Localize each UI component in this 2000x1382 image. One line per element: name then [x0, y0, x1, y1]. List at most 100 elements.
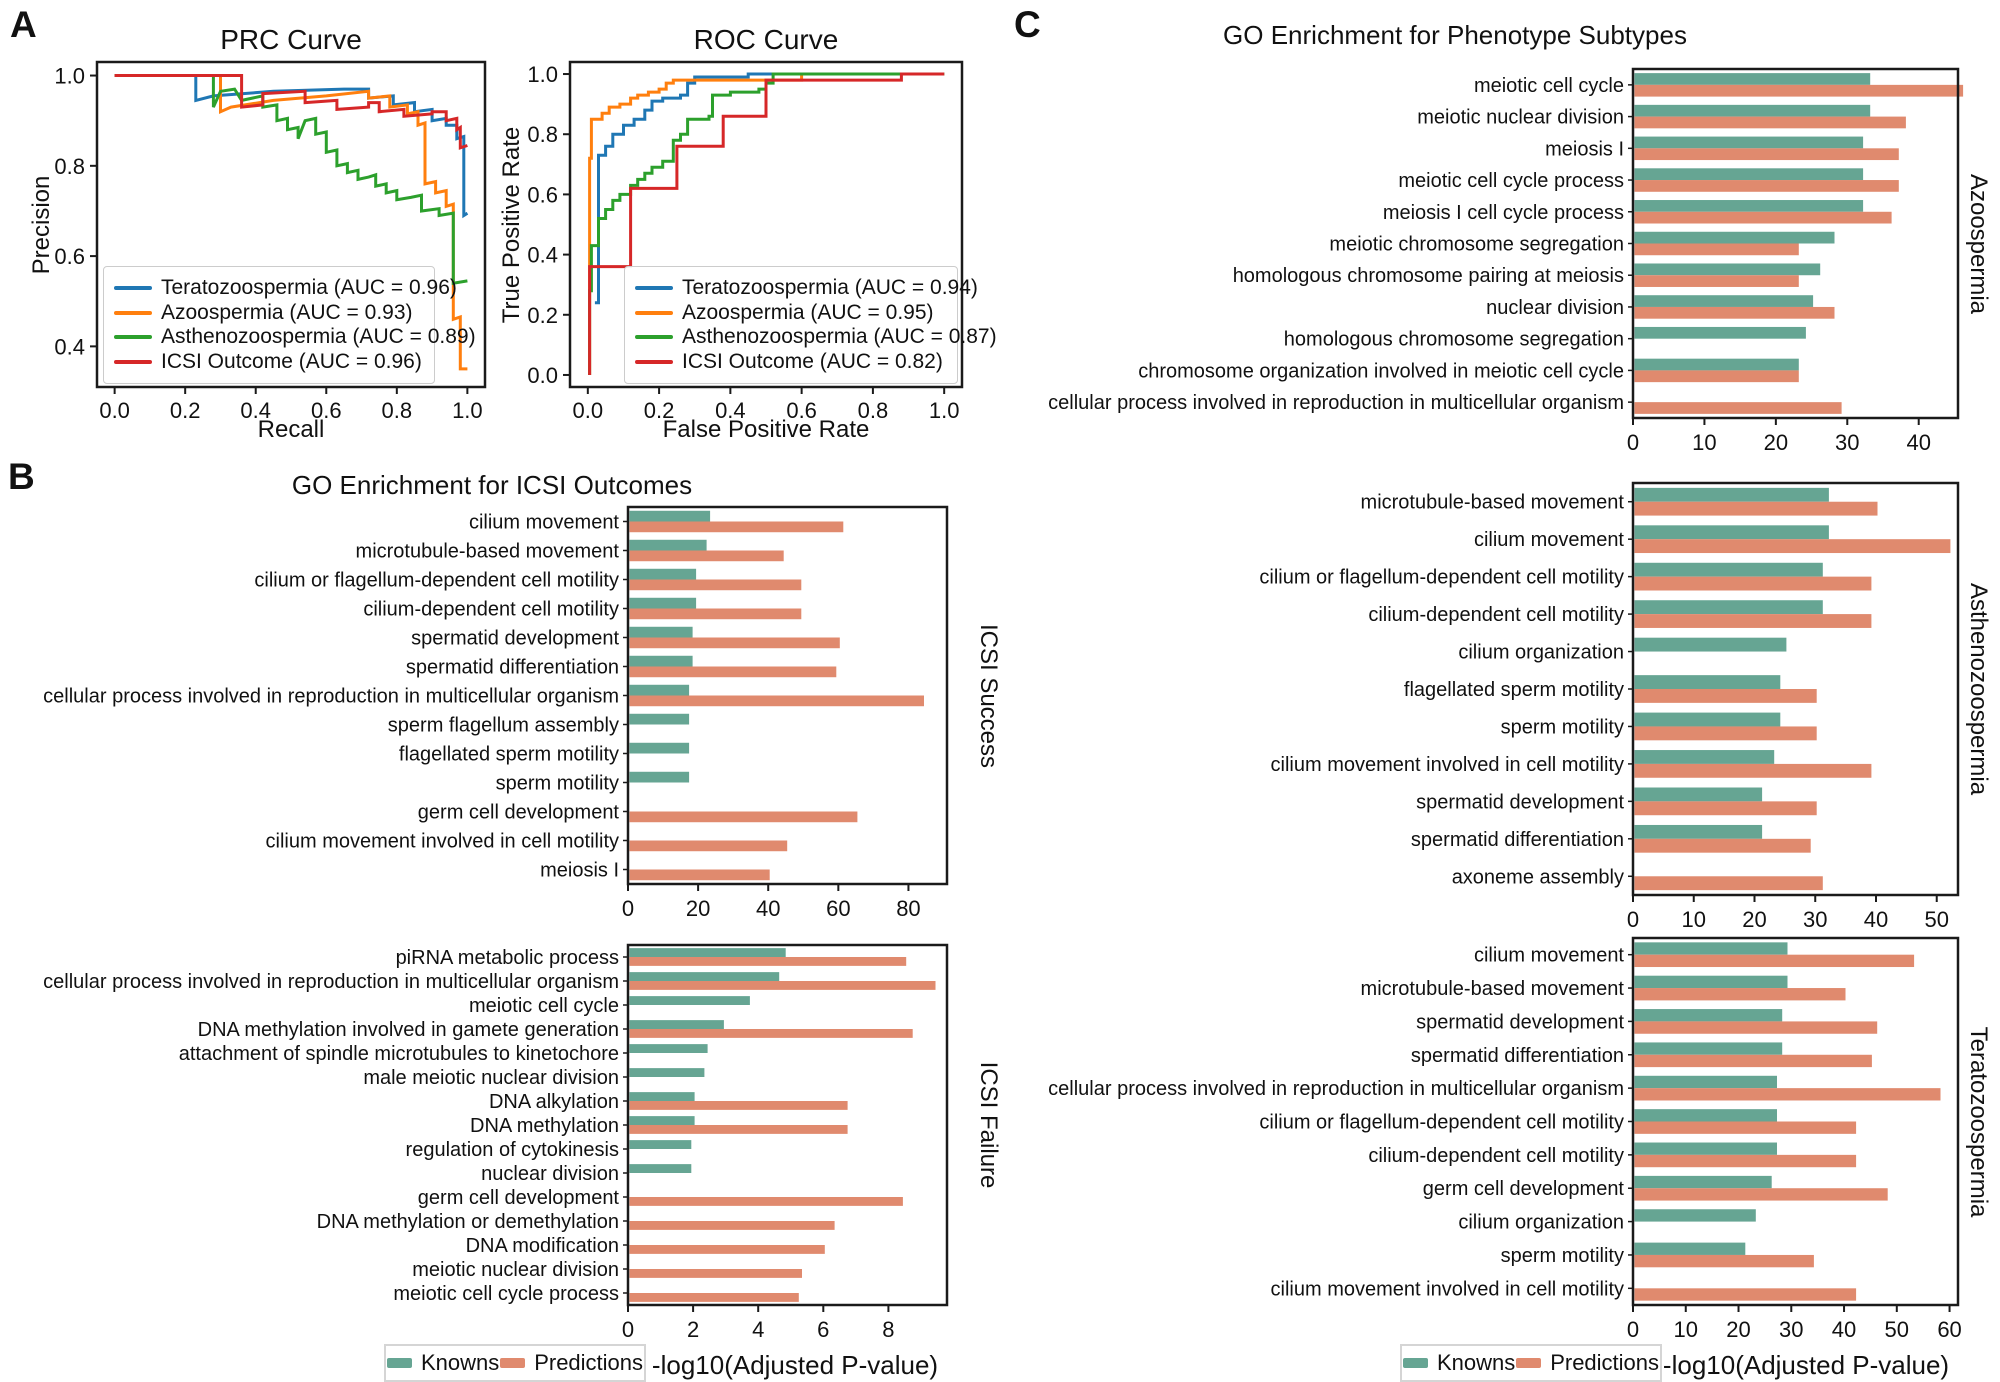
icsi_success-bar-knowns [629, 626, 693, 638]
icsi_failure-bar-predictions [629, 1101, 848, 1110]
icsi_failure-bar-predictions [629, 1029, 913, 1038]
legend-entry-label: Teratozoospermia (AUC = 0.94) [682, 276, 978, 299]
azoospermia-xtick-label: 30 [1835, 430, 1859, 455]
legend-entry-label: Teratozoospermia (AUC = 0.96) [161, 276, 457, 299]
teratozoospermia-bar-knowns [1634, 975, 1788, 989]
teratozoospermia-category-label: cilium movement involved in cell motilit… [1271, 1278, 1624, 1300]
icsi_success-bar-predictions [629, 811, 858, 823]
azoospermia-bar-knowns [1634, 326, 1806, 339]
teratozoospermia-bar-predictions [1634, 954, 1915, 968]
legend-line-swatch-icon [114, 359, 152, 364]
teratozoospermia-category-label: germ cell development [1423, 1178, 1625, 1200]
teratozoospermia-bar-knowns [1634, 1109, 1777, 1122]
panel-c-legend: Knowns Predictions [1400, 1344, 1662, 1382]
asthenozoospermia-bar-predictions [1634, 614, 1872, 628]
legend-entry-label: Asthenozoospermia (AUC = 0.89) [161, 325, 476, 349]
teratozoospermia-bar-knowns [1634, 1175, 1772, 1189]
asthenozoospermia-bar-knowns [1634, 487, 1829, 502]
asthenozoospermia-category-label: cilium movement involved in cell motilit… [1271, 754, 1624, 776]
teratozoospermia-xtick-label: 10 [1674, 1317, 1698, 1342]
azoospermia-category-label: nuclear division [1486, 297, 1624, 319]
knowns-swatch-icon [1402, 1358, 1428, 1368]
prc-ytick-label: 0.8 [54, 154, 85, 179]
roc-series-line [588, 72, 945, 375]
asthenozoospermia-side-label: Asthenozoospermia [1965, 582, 1992, 796]
icsi_failure-bar-knowns [629, 948, 786, 957]
azoospermia-bar-predictions [1634, 243, 1799, 256]
azoospermia-category-label: chromosome organization involved in meio… [1138, 360, 1624, 382]
legend-item-predictions: Predictions [500, 1350, 643, 1376]
asthenozoospermia-category-label: spermatid differentiation [1411, 829, 1624, 851]
teratozoospermia-category-label: sperm motility [1501, 1245, 1624, 1267]
icsi_success-category-label: cellular process involved in reproductio… [43, 686, 619, 708]
icsi_failure-xtick-label: 6 [817, 1317, 829, 1342]
teratozoospermia-bar-knowns [1634, 1142, 1777, 1155]
teratozoospermia-category-label: spermatid differentiation [1411, 1045, 1624, 1067]
prc-xtick-label: 0.4 [240, 398, 271, 423]
legend-entry-label: Asthenozoospermia (AUC = 0.87) [682, 325, 997, 349]
roc-xtick-label: 0.4 [715, 398, 746, 423]
icsi_success-bar-knowns [629, 655, 693, 667]
asthenozoospermia-bar-knowns [1634, 562, 1823, 577]
roc-ytick-label: 0.0 [527, 363, 558, 388]
azoospermia-bar-knowns [1634, 104, 1871, 117]
asthenozoospermia-bar-predictions [1634, 838, 1811, 853]
teratozoospermia-xtick-label: 60 [1937, 1317, 1961, 1342]
icsi_success-xtick-label: 60 [826, 896, 850, 921]
roc-xtick-label: 0.8 [858, 398, 889, 423]
asthenozoospermia-category-label: spermatid development [1416, 791, 1624, 813]
prc-legend-entry: Asthenozoospermia (AUC = 0.89) [114, 325, 476, 349]
azoospermia-bar-knowns [1634, 136, 1864, 149]
icsi_failure-bar-predictions [629, 1269, 802, 1278]
icsi_failure-bar-knowns [629, 996, 750, 1005]
asthenozoospermia-xtick-label: 0 [1627, 907, 1639, 932]
asthenozoospermia-bar-predictions [1634, 501, 1878, 516]
azoospermia-bar-predictions [1634, 116, 1906, 129]
icsi_failure-xtick-label: 2 [687, 1317, 699, 1342]
icsi_success-xtick-label: 0 [622, 896, 634, 921]
azoospermia-bar-predictions [1634, 211, 1892, 224]
roc-ytick-label: 0.8 [527, 122, 558, 147]
icsi_failure-category-label: nuclear division [481, 1163, 619, 1185]
icsi_failure-bar-knowns [629, 1068, 705, 1077]
icsi_success-xtick-label: 80 [896, 896, 920, 921]
legend-line-swatch-icon [114, 286, 152, 290]
prc-legend-entry: Teratozoospermia (AUC = 0.96) [114, 276, 457, 300]
teratozoospermia-bar-knowns [1634, 1009, 1783, 1022]
icsi_failure-bar-predictions [629, 981, 936, 990]
panel-a-label: A [10, 4, 37, 45]
icsi_success-bar-predictions [629, 521, 844, 533]
panel-b-xaxis-label: -log10(Adjusted P-value) [651, 1350, 939, 1380]
asthenozoospermia-xtick-label: 10 [1682, 907, 1706, 932]
asthenozoospermia-xtick-label: 40 [1864, 907, 1888, 932]
azoospermia-frame [1631, 67, 1960, 420]
asthenozoospermia-bar-predictions [1634, 801, 1817, 816]
azoospermia-bar-knowns [1634, 200, 1864, 212]
teratozoospermia-bar-predictions [1634, 1054, 1872, 1068]
roc-legend-entry: Teratozoospermia (AUC = 0.94) [635, 276, 978, 300]
teratozoospermia-category-label: spermatid development [1416, 1011, 1624, 1033]
teratozoospermia-category-label: cilium movement [1474, 945, 1624, 967]
prc-legend: Teratozoospermia (AUC = 0.96) Azoospermia… [103, 266, 476, 384]
prc-title: PRC Curve [220, 24, 362, 55]
icsi_failure-xtick-label: 0 [622, 1317, 634, 1342]
roc-legend: Teratozoospermia (AUC = 0.94) Azoospermia… [624, 266, 997, 384]
legend-entry-label: ICSI Outcome (AUC = 0.96) [161, 349, 422, 373]
asthenozoospermia-bar-predictions [1634, 763, 1872, 778]
azoospermia-bar-knowns [1634, 73, 1871, 85]
icsi_failure-category-label: piRNA metabolic process [396, 947, 619, 969]
panel-b-label: B [8, 456, 35, 497]
azoospermia-bar-predictions [1634, 180, 1899, 192]
icsi_success-xtick-label: 20 [686, 896, 710, 921]
roc-title: ROC Curve [693, 24, 839, 55]
roc-series-line [594, 72, 945, 305]
prc-series-line [114, 74, 468, 371]
knowns-legend-label: Knowns [1436, 1350, 1516, 1375]
icsi_failure-category-label: DNA methylation or demethylation [317, 1211, 619, 1233]
knowns-legend-label: Knowns [420, 1350, 500, 1375]
roc-xaxis-label: False Positive Rate [662, 416, 870, 443]
icsi_failure-bar-knowns [629, 1044, 708, 1053]
icsi_success-category-label: sperm flagellum assembly [388, 715, 619, 737]
azoospermia-category-label: homologous chromosome pairing at meiosis [1233, 265, 1624, 287]
predictions-swatch-icon [1516, 1358, 1542, 1368]
